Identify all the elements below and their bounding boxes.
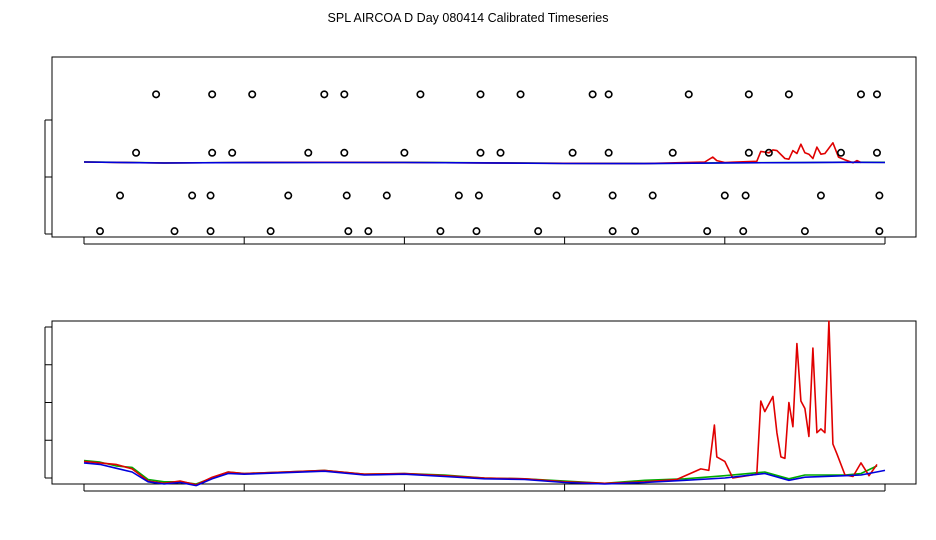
calibration-point: [170, 227, 179, 236]
plot-frame: [51, 56, 917, 238]
series-line-blue: [83, 462, 886, 487]
calibration-point: [476, 90, 485, 99]
calibration-point: [496, 148, 505, 157]
calibration-point: [703, 227, 712, 236]
calibration-point: [816, 191, 825, 200]
calibration-point: [476, 148, 485, 157]
upper-panel: [44, 56, 917, 245]
calibration-point: [266, 227, 275, 236]
calibration-point: [208, 148, 217, 157]
calibration-point: [342, 191, 351, 200]
calibration-point: [340, 148, 349, 157]
calibration-point: [400, 148, 409, 157]
calibration-point: [836, 148, 845, 157]
calibration-point: [720, 191, 729, 200]
calibration-point: [116, 191, 125, 200]
calibration-point: [364, 227, 373, 236]
calibration-point: [744, 148, 753, 157]
calibration-point: [631, 227, 640, 236]
calibration-point: [206, 227, 215, 236]
calibration-point: [188, 191, 197, 200]
calibration-point: [872, 90, 881, 99]
calibration-point: [741, 191, 750, 200]
calibration-point: [739, 227, 748, 236]
calibration-point: [800, 227, 809, 236]
series-line-blue: [83, 161, 886, 165]
plot-frame: [51, 320, 917, 485]
calibration-point: [604, 148, 613, 157]
calibration-point: [608, 227, 617, 236]
calibration-point: [516, 90, 525, 99]
calibration-point: [684, 90, 693, 99]
calibration-point: [416, 90, 425, 99]
calibration-point: [152, 90, 161, 99]
calibration-point: [764, 148, 773, 157]
calibration-point: [552, 191, 561, 200]
calibration-point: [744, 90, 753, 99]
series-line-red: [83, 142, 862, 165]
page-title: SPL AIRCOA D Day 080414 Calibrated Times…: [328, 11, 609, 25]
calibration-point: [340, 90, 349, 99]
calibration-point: [472, 227, 481, 236]
calibration-point: [534, 227, 543, 236]
calibration-point: [875, 191, 884, 200]
calibration-point: [875, 227, 884, 236]
lower-panel: [44, 320, 917, 492]
calibration-point: [856, 90, 865, 99]
calibration-point: [454, 191, 463, 200]
series-line-red: [83, 320, 878, 486]
calibration-point: [784, 90, 793, 99]
calibration-point: [208, 90, 217, 99]
calibration-point: [668, 148, 677, 157]
calibration-point: [320, 90, 329, 99]
calibration-point: [604, 90, 613, 99]
calibration-point: [304, 148, 313, 157]
calibration-point: [96, 227, 105, 236]
calibration-point: [344, 227, 353, 236]
calibration-point: [382, 191, 391, 200]
calibration-point: [284, 191, 293, 200]
calibration-point: [588, 90, 597, 99]
calibration-point: [228, 148, 237, 157]
calibration-point: [132, 148, 141, 157]
calibration-point: [436, 227, 445, 236]
calibration-point: [474, 191, 483, 200]
calibration-point: [206, 191, 215, 200]
calibration-point: [872, 148, 881, 157]
calibration-point: [648, 191, 657, 200]
calibration-point: [608, 191, 617, 200]
calibration-point: [248, 90, 257, 99]
calibration-point: [568, 148, 577, 157]
